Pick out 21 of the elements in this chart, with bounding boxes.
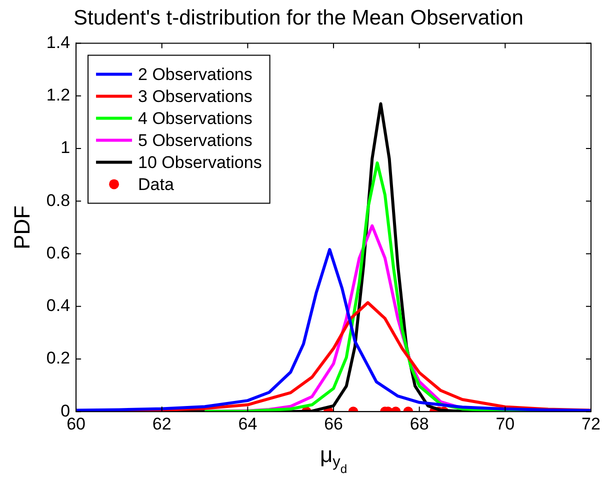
legend-label: 2 Observations bbox=[138, 64, 252, 84]
legend-label: 5 Observations bbox=[138, 130, 252, 150]
y-tick-label: 0.2 bbox=[46, 348, 70, 368]
x-tick-label: 72 bbox=[582, 414, 600, 434]
legend-label: 3 Observations bbox=[138, 86, 252, 106]
y-tick-label: 0.4 bbox=[46, 296, 70, 316]
y-tick-label: 1.4 bbox=[46, 32, 70, 52]
legend-label: 4 Observations bbox=[138, 108, 252, 128]
y-tick-label: 1.2 bbox=[46, 86, 70, 105]
y-tick-label: 0.6 bbox=[46, 243, 70, 262]
y-tick-label: 0.8 bbox=[46, 190, 70, 210]
x-tick-label: 66 bbox=[324, 414, 343, 434]
y-axis-title: PDF bbox=[9, 205, 34, 250]
x-tick-label: 62 bbox=[152, 414, 172, 434]
y-tick-label: 1 bbox=[60, 138, 70, 158]
chart-title: Student's t-distribution for the Mean Observation bbox=[74, 6, 524, 30]
legend-label: 10 Observations bbox=[138, 152, 262, 172]
x-tick-label: 64 bbox=[238, 414, 258, 434]
x-tick-label: 68 bbox=[410, 414, 429, 434]
legend-label: Data bbox=[138, 174, 174, 194]
x-tick-label: 70 bbox=[496, 414, 515, 434]
